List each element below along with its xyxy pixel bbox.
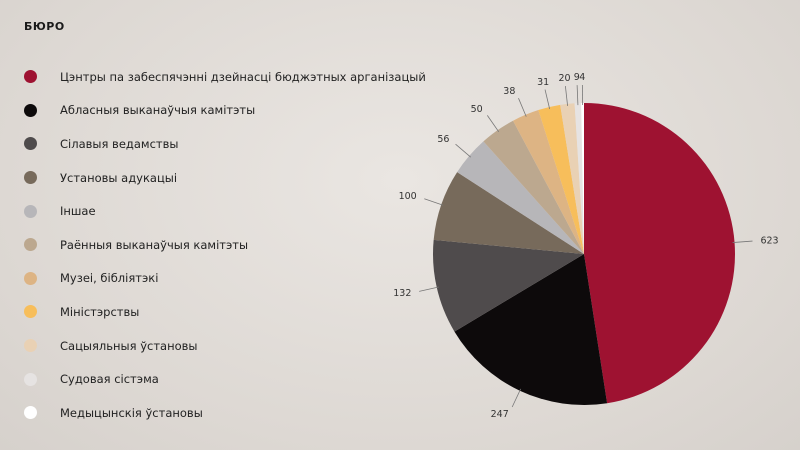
legend-label: Іншае (60, 204, 96, 219)
pie-slice (457, 141, 584, 254)
legend-label: Абласныя выканаўчыя камітэты (60, 103, 256, 118)
slice-value-label: 56 (437, 134, 449, 145)
legend-swatch (24, 271, 37, 285)
legend-item: Міністэрствы (24, 295, 404, 329)
legend-item: Іншае (24, 194, 404, 228)
slice-value-label: 100 (399, 191, 417, 202)
legend-label: Раённыя выканаўчыя камітэты (60, 237, 249, 252)
pie-slice (584, 103, 736, 404)
leader-line (732, 240, 753, 243)
legend-item: Музеі, бібліятэкі (24, 262, 404, 296)
legend-item: Цэнтры па забеспячэнні дзейнасці бюджэтн… (24, 60, 426, 94)
legend-label: Медыцынскія ўстановы (60, 405, 203, 420)
legend-item: Медыцынскія ўстановы (24, 396, 404, 430)
leader-line (576, 85, 579, 106)
leader-line (419, 286, 439, 292)
legend-label: Установы адукацыі (60, 170, 178, 185)
leader-line (486, 115, 500, 133)
pie-slice (560, 103, 584, 255)
legend-label: Міністэрствы (60, 304, 140, 319)
pie-slice (581, 103, 584, 254)
pie-slice (433, 172, 584, 254)
legend-swatch (24, 204, 37, 218)
legend-swatch (24, 238, 37, 252)
legend-item: Раённыя выканаўчыя камітэты (24, 228, 404, 262)
slice-value-label: 623 (760, 235, 778, 246)
brand-logo: БЮРО (24, 20, 65, 33)
legend-swatch (24, 70, 37, 84)
legend-item: Судовая сістэма (24, 362, 404, 396)
legend-label: Музеі, бібліятэкі (60, 271, 159, 286)
legend-swatch (24, 372, 37, 386)
slice-value-label: 247 (491, 409, 509, 420)
slice-value-label: 38 (503, 86, 515, 97)
legend-label: Сацыяльныя ўстановы (60, 338, 198, 353)
legend-swatch (24, 103, 37, 117)
legend-item: Абласныя выканаўчыя камітэты (24, 94, 404, 128)
pie-slice (574, 103, 584, 254)
legend-swatch (24, 137, 37, 151)
legend-swatch (24, 339, 37, 353)
slice-value-label: 9 (574, 72, 580, 83)
leader-line (455, 143, 472, 158)
slice-value-label: 20 (558, 73, 570, 84)
legend-label: Сілавыя ведамствы (60, 136, 179, 151)
pie-slice (433, 239, 584, 332)
pie-slice (538, 104, 584, 255)
pie-slice (513, 110, 584, 255)
chart-legend: Цэнтры па забеспячэнні дзейнасці бюджэтн… (24, 60, 426, 430)
slice-value-label: 4 (579, 72, 585, 83)
slice-value-label: 31 (537, 77, 549, 88)
legend-item: Установы адукацыі (24, 161, 404, 195)
leader-line (518, 98, 527, 117)
legend-label: Цэнтры па забеспячэнні дзейнасці бюджэтн… (60, 69, 426, 84)
slice-value-label: 132 (393, 288, 411, 299)
leader-line (424, 198, 444, 206)
leader-line (511, 388, 522, 408)
legend-label: Судовая сістэма (60, 372, 159, 387)
slice-value-label: 50 (471, 104, 483, 115)
pie-slice (483, 120, 584, 255)
legend-swatch (24, 171, 37, 185)
legend-item: Сілавыя ведамствы (24, 127, 404, 161)
leader-line (564, 85, 568, 106)
legend-swatch (24, 305, 37, 319)
pie-slice (454, 254, 608, 405)
legend-item: Сацыяльныя ўстановы (24, 329, 404, 363)
legend-swatch (24, 406, 37, 420)
leader-line (544, 89, 551, 110)
